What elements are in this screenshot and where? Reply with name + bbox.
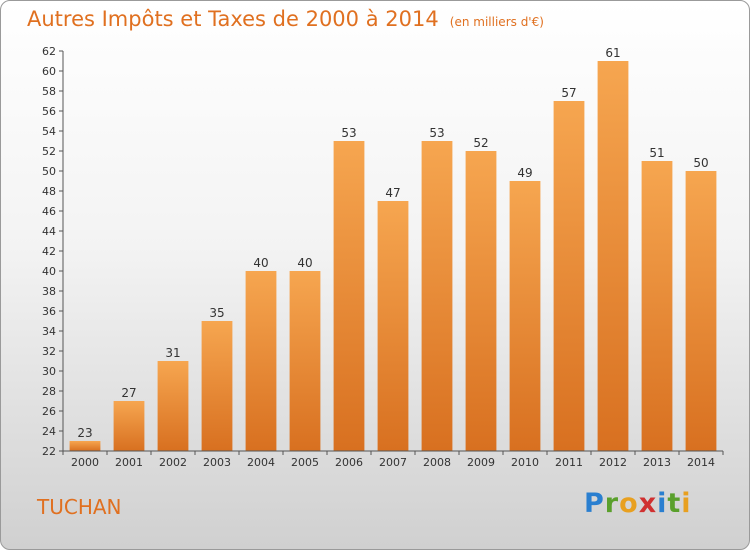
bar: [509, 181, 541, 451]
logo-letter: t: [667, 488, 682, 519]
y-tick-label: 60: [42, 65, 56, 78]
bar-value-label: 31: [165, 346, 180, 360]
bar: [201, 321, 233, 451]
y-tick-label: 58: [42, 85, 56, 98]
y-tick-label: 22: [42, 445, 56, 458]
x-tick-label: 2011: [555, 456, 583, 469]
y-tick-label: 52: [42, 145, 56, 158]
y-tick-label: 32: [42, 345, 56, 358]
bars: 23 27 31 35 40 40 53 47 53 52 49 57 61 51 50: [69, 46, 717, 451]
bar-value-label: 50: [693, 156, 708, 170]
town-name: TUCHAN: [37, 495, 122, 519]
y-tick-label: 54: [42, 125, 56, 138]
x-tick-label: 2010: [511, 456, 539, 469]
x-tick-label: 2014: [687, 456, 715, 469]
chart-title: Autres Impôts et Taxes de 2000 à 2014 (e…: [27, 7, 544, 31]
bar-value-label: 53: [429, 126, 444, 140]
x-axis: 2000 2001 2002 2003 2004 2005 2006 2007 2008 2009…: [62, 450, 724, 469]
proxiti-logo[interactable]: Proxiti: [584, 488, 692, 519]
bar: [377, 201, 409, 451]
logo-letter: i: [681, 488, 692, 519]
x-tick-label: 2009: [467, 456, 495, 469]
logo-letter: x: [638, 488, 658, 519]
bar-value-label: 57: [561, 86, 576, 100]
bar: [641, 161, 673, 451]
chart-title-unit: (en milliers d'€): [449, 15, 544, 29]
x-tick-label: 2001: [115, 456, 143, 469]
y-axis: 22 24 26 28 30 32 34 36 38 40 42 44 46 48 50 52 54 56 58 60…: [42, 45, 64, 458]
x-tick-label: 2002: [159, 456, 187, 469]
y-tick-label: 30: [42, 365, 56, 378]
x-tick-label: 2004: [247, 456, 275, 469]
x-tick-label: 2000: [71, 456, 99, 469]
bar-value-label: 51: [649, 146, 664, 160]
bar: [685, 171, 717, 451]
bar: [245, 271, 277, 451]
y-tick-label: 50: [42, 165, 56, 178]
bar: [289, 271, 321, 451]
bar-value-label: 40: [253, 256, 268, 270]
x-tick-label: 2008: [423, 456, 451, 469]
y-tick-label: 36: [42, 305, 56, 318]
bar-value-label: 61: [605, 46, 620, 60]
bar: [157, 361, 189, 451]
y-tick-label: 62: [42, 45, 56, 58]
bar-value-label: 49: [517, 166, 532, 180]
x-tick-label: 2007: [379, 456, 407, 469]
y-tick-label: 24: [42, 425, 56, 438]
bar: [597, 61, 629, 451]
y-tick-label: 34: [42, 325, 56, 338]
x-tick-label: 2003: [203, 456, 231, 469]
bar: [553, 101, 585, 451]
bar: [69, 441, 101, 451]
y-tick-label: 42: [42, 245, 56, 258]
bar-value-label: 52: [473, 136, 488, 150]
bar: [421, 141, 453, 451]
logo-letter: P: [584, 488, 605, 519]
y-tick-label: 46: [42, 205, 56, 218]
bar-value-label: 23: [77, 426, 92, 440]
x-tick-label: 2012: [599, 456, 627, 469]
x-tick-label: 2005: [291, 456, 319, 469]
bar: [465, 151, 497, 451]
bar-value-label: 40: [297, 256, 312, 270]
bar-value-label: 53: [341, 126, 356, 140]
bar: [113, 401, 145, 451]
x-tick-label: 2013: [643, 456, 671, 469]
y-tick-label: 38: [42, 285, 56, 298]
logo-letter: r: [604, 488, 620, 519]
y-tick-label: 56: [42, 105, 56, 118]
y-tick-label: 40: [42, 265, 56, 278]
y-tick-label: 44: [42, 225, 56, 238]
bar-value-label: 27: [121, 386, 136, 400]
chart-title-main: Autres Impôts et Taxes de 2000 à 2014: [27, 7, 439, 31]
y-tick-label: 48: [42, 185, 56, 198]
logo-letter: o: [619, 488, 639, 519]
logo-letter: i: [657, 488, 668, 519]
x-tick-label: 2006: [335, 456, 363, 469]
bar-value-label: 47: [385, 186, 400, 200]
y-tick-label: 28: [42, 385, 56, 398]
bar-value-label: 35: [209, 306, 224, 320]
bar: [333, 141, 365, 451]
y-tick-label: 26: [42, 405, 56, 418]
